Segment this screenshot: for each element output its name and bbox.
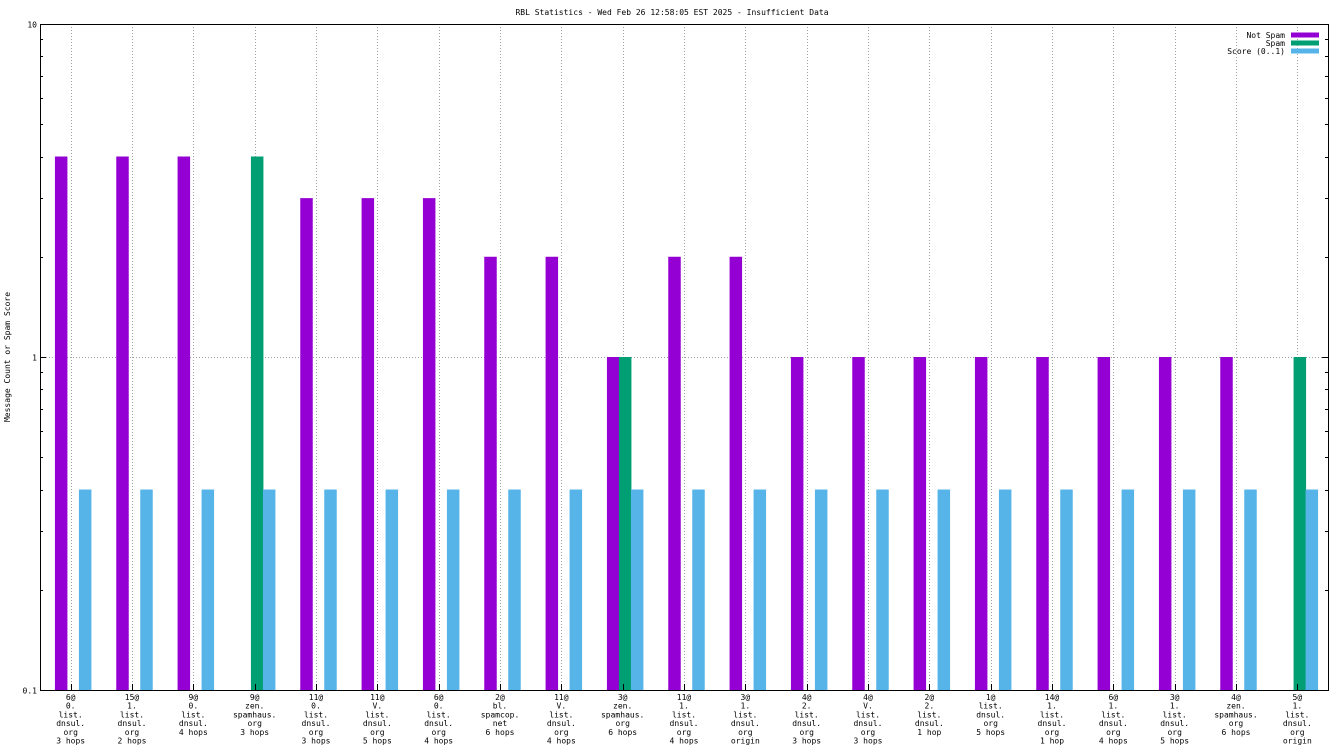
bar-not-spam (1097, 357, 1111, 690)
x-tick-label: 3@ 1. list. dnsul. org origin (731, 693, 760, 746)
y-axis-label: Message Count or Spam Score (3, 292, 12, 422)
bar-score-0-1 (1182, 489, 1196, 690)
x-tick-label: 9@ 0. list. dnsul. 4 hops (179, 693, 208, 737)
x-tick-label: 5@ 1. list. dnsul. org origin (1283, 693, 1312, 746)
x-tick-label: 6@ 0. list. dnsul. org 4 hops (424, 693, 453, 746)
bar-not-spam (484, 256, 497, 690)
x-tick-label: 3@ zen. spamhaus. org 6 hops (601, 693, 644, 737)
bar-not-spam (913, 357, 927, 690)
x-tick-label: 4@ zen. spamhaus. org 6 hops (1214, 693, 1257, 737)
x-tick-label: 2@ bl. spamcop. net 6 hops (481, 693, 520, 737)
bar-not-spam (1220, 357, 1233, 690)
bar-not-spam (422, 198, 436, 690)
bar-score-0-1 (78, 489, 92, 690)
legend-label: Not Spam (1246, 31, 1285, 40)
bar-score-0-1 (140, 489, 153, 690)
bar-not-spam (606, 357, 620, 690)
bar-score-0-1 (201, 489, 215, 690)
bar-score-0-1 (324, 489, 337, 690)
x-tick-label: 9@ zen. spamhaus. org 3 hops (233, 693, 276, 737)
bar-score-0-1 (446, 489, 460, 690)
bar-score-0-1 (1060, 489, 1073, 690)
bar-not-spam (852, 357, 865, 690)
x-tick-label: 3@ 1. list. dnsul. org 5 hops (1160, 693, 1189, 746)
bar-not-spam (668, 256, 681, 690)
bar-score-0-1 (937, 489, 951, 690)
axis-layer: 0.1 1 10 6@ 0. list. dnsul. org 3 hops 15@ 1. list.… (23, 21, 1328, 746)
bar-score-0-1 (692, 489, 705, 690)
bar-not-spam (545, 256, 559, 690)
x-tick-label: 14@ 1. list. dnsul. org 1 hop (1038, 693, 1067, 746)
chart-title: RBL Statistics - Wed Feb 26 12:58:05 EST… (515, 8, 828, 17)
x-tick-label: 6@ 0. list. dnsul. org 3 hops (56, 693, 85, 746)
bar-not-spam (361, 198, 375, 690)
x-tick-label: 11@ 1. list. dnsul. org 4 hops (670, 693, 699, 746)
grid-layer (40, 24, 1328, 690)
bar-score-0-1 (1121, 489, 1135, 690)
x-tick-label: 2@ 2. list. dnsul. 1 hop (915, 693, 944, 737)
bar-score-0-1 (1244, 489, 1257, 690)
y-tick-label: 0.1 (23, 687, 38, 696)
legend-swatch (1291, 40, 1319, 46)
bar-score-0-1 (630, 489, 644, 690)
bars-layer (54, 156, 1319, 690)
bar-score-0-1 (1305, 489, 1319, 690)
bar-score-0-1 (262, 489, 276, 690)
x-tick-label: 11@ V. list. dnsul. org 4 hops (547, 693, 576, 746)
bar-score-0-1 (814, 489, 828, 690)
x-tick-label: 1@ list. dnsul. org 5 hops (976, 693, 1005, 737)
bar-not-spam (116, 156, 129, 690)
x-tick-label: 4@ 2. list. dnsul. org 3 hops (792, 693, 821, 746)
x-tick-label: 4@ V. list. dnsul. org 3 hops (854, 693, 883, 746)
x-tick-label: 15@ 1. list. dnsul. org 2 hops (118, 693, 147, 746)
legend-label: Score (0..1) (1227, 47, 1285, 56)
bar-score-0-1 (569, 489, 583, 690)
x-tick-label: 6@ 1. list. dnsul. org 4 hops (1099, 693, 1128, 746)
bar-not-spam (300, 198, 313, 690)
bar-not-spam (1158, 357, 1172, 690)
legend-label: Spam (1266, 39, 1285, 48)
bar-not-spam (790, 357, 804, 690)
y-tick-label: 1 (32, 354, 37, 363)
bar-not-spam (974, 357, 988, 690)
bar-score-0-1 (385, 489, 399, 690)
bar-not-spam (177, 156, 191, 690)
bar-not-spam (729, 256, 743, 690)
y-tick-label: 10 (27, 21, 37, 30)
x-tick-label: 11@ 0. list. dnsul. org 3 hops (302, 693, 331, 746)
bar-spam (250, 156, 264, 690)
bar-score-0-1 (508, 489, 521, 690)
bar-score-0-1 (753, 489, 767, 690)
bar-score-0-1 (998, 489, 1012, 690)
bar-spam (618, 357, 632, 690)
legend-swatch (1291, 32, 1319, 38)
bar-spam (1293, 357, 1307, 690)
x-tick-label: 11@ V. list. dnsul. org 5 hops (363, 693, 392, 746)
bar-not-spam (1036, 357, 1049, 690)
bar-not-spam (54, 156, 68, 690)
legend-swatch (1291, 48, 1319, 54)
bar-score-0-1 (876, 489, 889, 690)
